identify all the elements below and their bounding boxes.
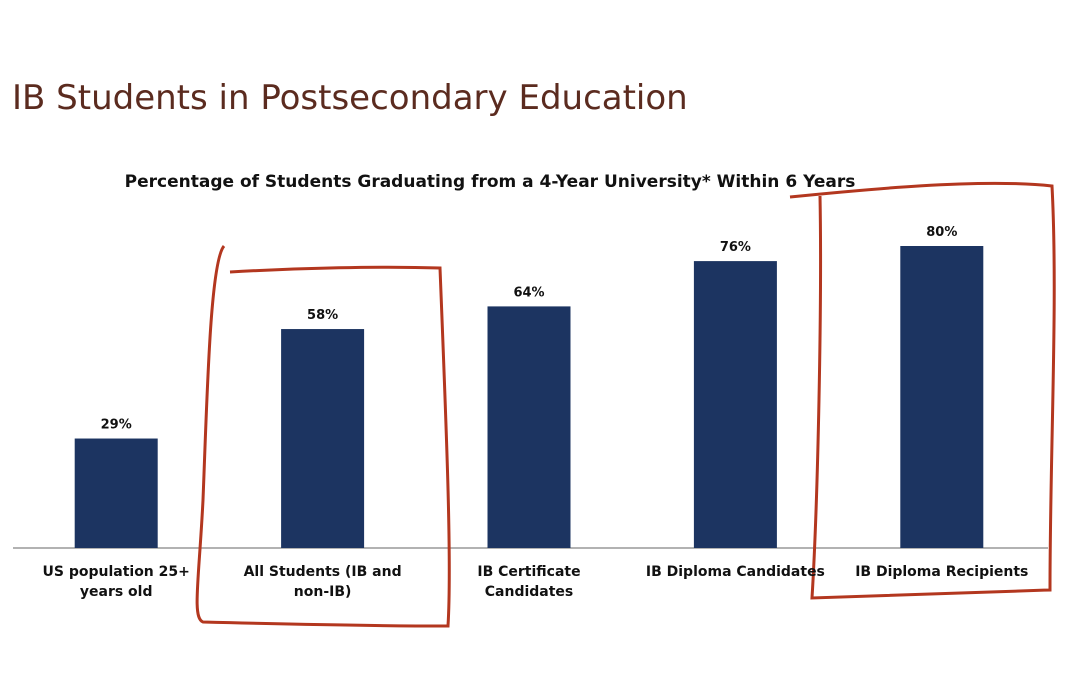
x-tick-label: US population 25+ years old <box>42 564 190 600</box>
bar <box>487 306 571 548</box>
hand-drawn-highlight <box>195 245 451 628</box>
value-label: 80% <box>926 225 957 240</box>
chart-title: Percentage of Students Graduating from a… <box>124 172 856 192</box>
value-label: 76% <box>720 240 751 255</box>
bar <box>74 438 158 548</box>
x-tick-label: All Students (IB and non-IB) <box>243 564 402 600</box>
x-tick-label: IB Diploma Candidates <box>645 564 825 580</box>
bar <box>281 329 365 548</box>
bar <box>900 246 984 548</box>
value-label: 58% <box>307 308 338 323</box>
x-tick-label: IB Certificate Candidates <box>477 564 581 600</box>
bar <box>693 261 777 548</box>
slide-title: IB Students in Postsecondary Education <box>12 78 688 118</box>
value-label: 64% <box>513 285 544 300</box>
x-tick-label: IB Diploma Recipients <box>855 564 1029 580</box>
hand-drawn-highlight <box>789 181 1056 600</box>
value-label: 29% <box>101 418 132 433</box>
